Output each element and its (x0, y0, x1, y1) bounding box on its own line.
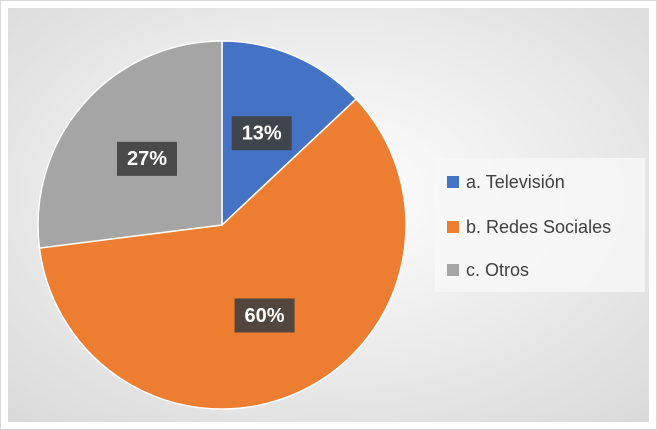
data-label: 60% (245, 305, 285, 327)
legend-swatch (447, 221, 459, 233)
pie-slice (38, 97, 407, 410)
legend-label: b. Redes Sociales (466, 217, 611, 237)
data-label-box (234, 298, 295, 333)
data-label-box (116, 141, 177, 176)
data-label: 27% (127, 148, 167, 170)
legend-swatch (447, 264, 459, 276)
legend-swatch (447, 176, 459, 188)
data-label: 13% (242, 123, 282, 145)
legend-label: c. Otros (466, 260, 529, 280)
legend-label: a. Televisión (466, 172, 565, 192)
legend-box (435, 158, 645, 292)
data-label-box (231, 116, 292, 151)
